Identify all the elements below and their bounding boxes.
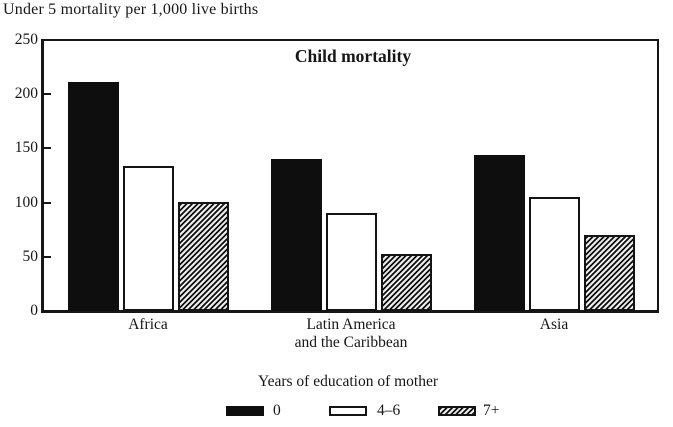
x-category-label-latin: Latin America (306, 316, 396, 333)
bar-latin-edu-7+ (381, 254, 432, 311)
y-tick-label-50: 50 (22, 247, 39, 265)
bar-africa-edu-7+ (178, 202, 229, 311)
y-tick-mark-50 (44, 255, 51, 258)
bar-asia-edu-7+ (584, 235, 635, 311)
bar-asia-edu-0 (474, 155, 525, 311)
legend-label-0: 0 (273, 402, 281, 419)
x-category-label-asia: Asia (539, 316, 569, 333)
y-tick-label-0: 0 (30, 302, 38, 319)
y-tick-mark-150 (44, 147, 51, 150)
bar-africa-edu-0 (68, 82, 119, 311)
legend-label-4–6: 4–6 (377, 402, 401, 419)
bar-africa-edu-4–6 (123, 166, 174, 311)
y-tick-label-100: 100 (14, 193, 38, 211)
bar-latin-edu-0 (271, 159, 322, 311)
y-tick-label-200: 200 (14, 85, 38, 103)
x-category-label-latin-line2: and the Caribbean (294, 334, 408, 351)
chart-title: Child mortality (294, 46, 412, 66)
y-tick-mark-200 (44, 93, 51, 96)
y-axis-title: Under 5 mortality per 1,000 live births (3, 1, 259, 18)
bar-latin-edu-4–6 (326, 213, 377, 311)
y-tick-mark-100 (44, 201, 51, 204)
y-tick-label-250: 250 (14, 31, 38, 48)
plot-frame (41, 39, 659, 313)
y-tick-label-150: 150 (14, 139, 38, 157)
x-category-label-africa: Africa (128, 316, 168, 333)
legend-label-7+: 7+ (483, 402, 500, 419)
legend-title: Years of education of mother (257, 373, 439, 390)
legend-swatch-white-outline (329, 406, 367, 416)
bar-asia-edu-4–6 (529, 197, 580, 311)
legend-swatch-solid-black (226, 406, 264, 416)
legend-swatch-diagonal-hatch (438, 406, 476, 416)
